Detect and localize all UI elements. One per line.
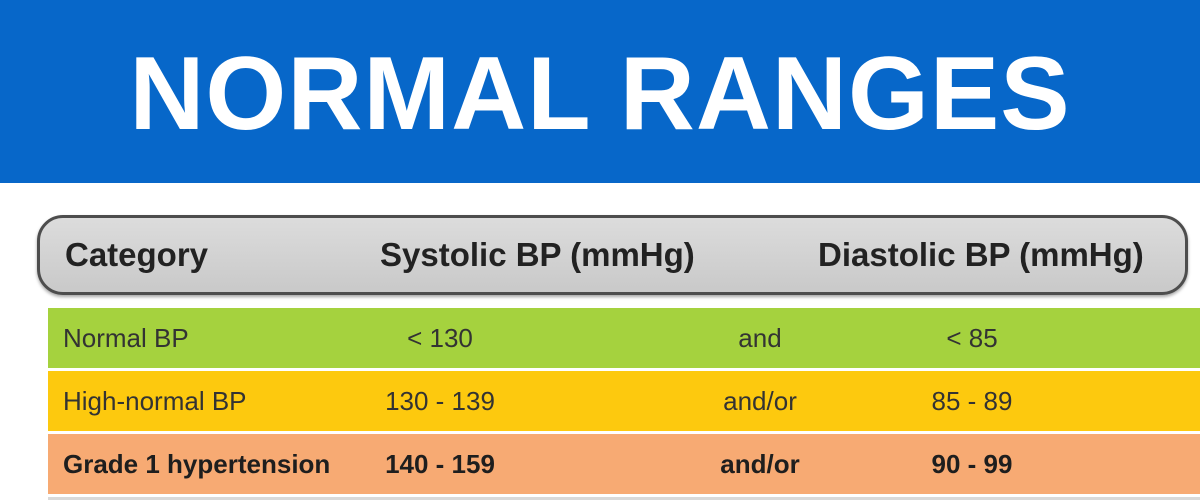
row-conjunction: and/or [723,385,797,416]
header-diastolic: Diastolic BP (mmHg) [818,236,1144,273]
title-banner: NORMAL RANGES [0,0,1200,183]
row-systolic: 130 - 139 [385,385,495,416]
row-category: Normal BP [63,322,189,353]
row-diastolic: 85 - 89 [931,385,1013,416]
row-systolic: < 130 [407,322,473,353]
header-category: Category [65,236,209,273]
table-row-normal: Normal BP < 130 and < 85 [48,308,1200,368]
table-header: Category Systolic BP (mmHg) Diastolic BP… [37,215,1188,295]
row-conjunction: and [738,322,782,353]
row-diastolic: < 85 [946,322,998,353]
row-diastolic: 90 - 99 [931,448,1013,479]
row-category: Grade 1 hypertension [63,448,331,479]
header-systolic: Systolic BP (mmHg) [380,236,695,273]
table-row-grade1: Grade 1 hypertension 140 - 159 and/or 90… [48,434,1200,494]
row-systolic: 140 - 159 [385,448,495,479]
table-bottom-edge [48,497,1200,500]
row-conjunction: and/or [720,448,800,479]
page-title: NORMAL RANGES [129,35,1071,152]
table-row-high-normal: High-normal BP 130 - 139 and/or 85 - 89 [48,371,1200,431]
row-category: High-normal BP [63,385,247,416]
